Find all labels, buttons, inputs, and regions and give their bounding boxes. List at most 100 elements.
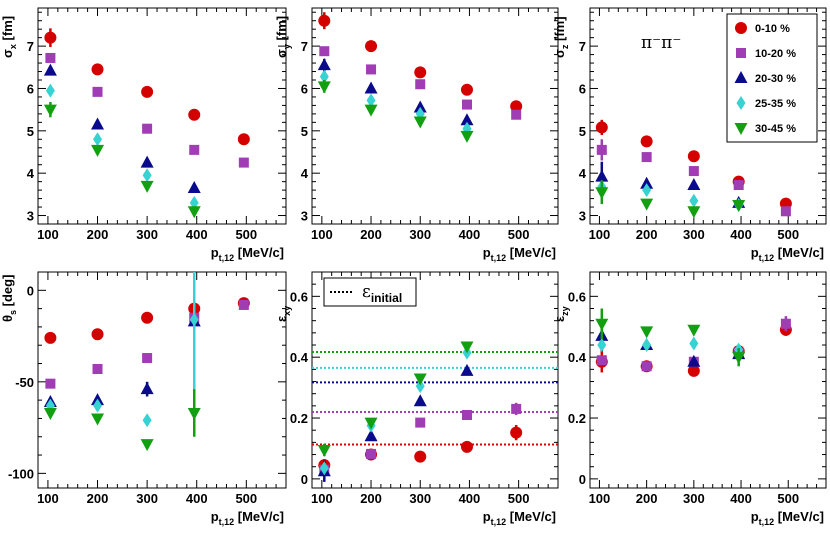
x-tick-label: 400 [186, 491, 208, 506]
legend: 0-10 % 10-20 % 20-30 % 25-35 % 30-45 % π⁻π⁻ [641, 13, 818, 143]
y-tick-label: 0.4 [290, 350, 309, 365]
point-30-45 [732, 352, 746, 365]
legend-label-25-35: 25-35 % [755, 98, 796, 110]
point-25-35 [45, 83, 55, 98]
x-tick-label: 100 [311, 491, 333, 506]
panel-sigma_y: 100 200 300 400 500 3 4 5 6 7 σy [fm] pt,12 [MeV/c] [274, 7, 559, 263]
point-25-35 [189, 312, 199, 327]
panel-sigma_z: 100 200 300 400 500 3 4 5 6 7 σz [fm] pt,12 [MeV/c] [552, 7, 827, 263]
point-20-30 [413, 394, 427, 407]
y-axis-label: εxy [274, 306, 292, 322]
panel-theta_s: 100 200 300 400 500 -100 -50 0 θs [deg] pt,12 [Me… [0, 271, 287, 527]
point-10-20 [92, 86, 103, 97]
point-30-45 [595, 318, 609, 331]
x-tick-label: 500 [508, 491, 530, 506]
legend-label-0-10: 0-10 % [755, 23, 790, 35]
point-10-20 [142, 123, 153, 134]
point-30-45 [413, 373, 427, 386]
y-tick-label: 4 [579, 166, 587, 181]
x-tick-label: 200 [360, 491, 382, 506]
point-30-45 [187, 407, 201, 420]
point-10-20 [45, 52, 56, 63]
y-tick-label: 0.2 [568, 411, 586, 426]
x-tick-label: 300 [683, 227, 705, 242]
x-tick-label: 500 [777, 227, 799, 242]
x-tick-label: 300 [136, 491, 158, 506]
point-10-20 [688, 166, 699, 177]
y-axis-label: σz [fm] [552, 16, 570, 58]
point-10-20 [415, 417, 426, 428]
point-25-35 [415, 379, 425, 394]
y-tick-label: 3 [27, 209, 34, 224]
x-tick-label: 300 [409, 227, 431, 242]
y-tick-label: 7 [579, 39, 586, 54]
y-tick-label: 0.6 [568, 289, 586, 304]
point-30-45 [595, 187, 609, 200]
point-25-35 [597, 338, 607, 353]
point-0-10 [44, 31, 57, 44]
x-tick-label: 200 [636, 227, 658, 242]
legend-marker-20-30 [734, 71, 748, 83]
x-tick-label: 400 [459, 227, 481, 242]
point-0-10 [188, 108, 201, 121]
point-30-45 [187, 206, 201, 219]
y-tick-label: 0 [301, 472, 308, 487]
y-axis-label: σy [fm] [274, 16, 292, 58]
point-20-30 [413, 100, 427, 113]
point-30-45 [460, 341, 474, 354]
plot-frame [311, 271, 559, 489]
point-30-45 [317, 81, 331, 94]
plot-frame [37, 7, 287, 225]
point-25-35 [642, 338, 652, 353]
point-0-10 [365, 40, 378, 53]
point-30-45 [364, 417, 378, 430]
point-10-20 [238, 157, 249, 168]
legend-label-10-20: 10-20 % [755, 48, 796, 60]
y-tick-label: 6 [579, 81, 586, 96]
y-tick-label: -50 [15, 375, 34, 390]
point-10-20 [238, 299, 249, 310]
x-tick-label: 500 [777, 491, 799, 506]
plot-frame [37, 271, 287, 489]
plot-frame [589, 271, 827, 489]
point-25-35 [366, 93, 376, 108]
point-10-20 [45, 378, 56, 389]
x-axis-label: pt,12 [MeV/c] [751, 509, 824, 527]
point-10-20 [366, 448, 377, 459]
x-tick-label: 500 [235, 491, 257, 506]
point-30-45 [317, 444, 331, 457]
point-10-20 [461, 99, 472, 110]
x-axis-label: pt,12 [MeV/c] [483, 245, 556, 263]
y-tick-label: 7 [301, 39, 308, 54]
x-tick-label: 200 [360, 227, 382, 242]
point-0-10 [44, 331, 57, 344]
y-tick-label: 0.2 [290, 411, 308, 426]
point-0-10 [414, 450, 427, 463]
point-25-35 [642, 183, 652, 198]
point-10-20 [92, 364, 103, 375]
y-tick-label: 4 [301, 166, 309, 181]
point-20-30 [43, 63, 57, 76]
x-tick-label: 300 [683, 491, 705, 506]
legend-marker-25-35 [736, 96, 746, 110]
point-20-30 [687, 354, 701, 367]
point-25-35 [319, 69, 329, 84]
point-0-10 [640, 135, 653, 148]
panel-epsilon_xy: 100 200 300 400 500 0 0.2 0.4 0.6 εxy pt,12 [MeV/c… [274, 271, 559, 527]
x-tick-label: 200 [87, 491, 109, 506]
point-0-10 [318, 14, 331, 27]
point-25-35 [142, 413, 152, 428]
y-tick-label: 0 [579, 472, 586, 487]
point-20-30 [460, 363, 474, 376]
point-10-20 [142, 353, 153, 364]
point-30-45 [640, 198, 654, 211]
point-20-30 [140, 155, 154, 168]
y-tick-label: 5 [27, 124, 34, 139]
point-25-35 [689, 336, 699, 351]
point-0-10 [687, 150, 700, 163]
legend-marker-30-45 [734, 123, 748, 135]
y-tick-label: 6 [27, 81, 34, 96]
x-tick-label: 400 [730, 491, 752, 506]
x-tick-label: 200 [87, 227, 109, 242]
